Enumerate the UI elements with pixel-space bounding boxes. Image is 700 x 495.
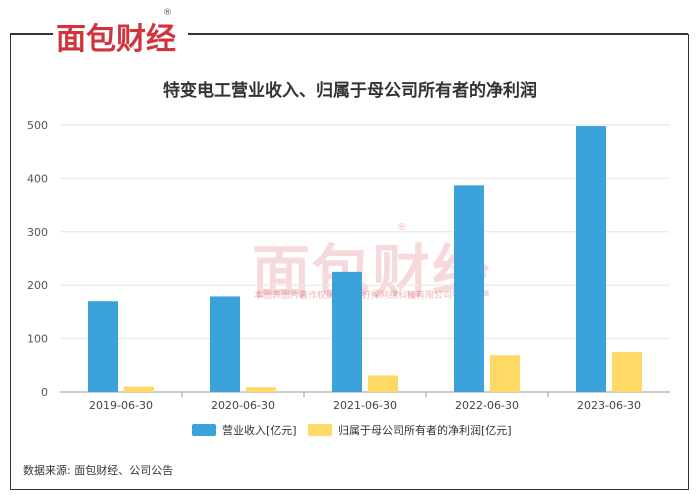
x-tick-label: 2021-06-30 [333,399,397,412]
y-tick-label: 200 [27,279,48,292]
brand-logo: 面包财经 [56,22,176,57]
y-tick-label: 500 [27,119,48,132]
y-tick-label: 300 [27,226,48,239]
revenue-bar [332,271,362,392]
frame-top-line-right [188,33,688,35]
legend-label: 归属于母公司所有者的净利润[亿元] [338,423,512,437]
y-tick-label: 0 [41,386,48,399]
net-profit-bar [612,351,642,392]
y-tick-label: 100 [27,333,48,346]
watermark-registered: ® [397,222,407,233]
x-tick-label: 2019-06-30 [89,399,153,412]
data-source: 数据来源: 面包财经、公司公告 [23,464,174,477]
registered-mark: ® [163,8,172,18]
net-profit-bar [368,375,398,392]
x-tick-label: 2022-06-30 [455,399,519,412]
y-tick-label: 400 [27,172,48,185]
chart-frame [10,34,689,490]
x-tick-label: 2020-06-30 [211,399,275,412]
revenue-bar [454,185,484,392]
net-profit-bar [490,355,520,392]
watermark-logo: 面包财经 [252,238,493,306]
revenue-bar [576,126,606,393]
legend-swatch [308,424,332,436]
net-profit-bar [246,387,276,392]
revenue-bar [210,296,240,392]
net-profit-bar [124,386,154,392]
legend-swatch [192,424,216,436]
revenue-bar [88,301,118,392]
x-tick-label: 2023-06-30 [577,399,641,412]
frame-top-line-left [10,33,53,35]
legend-label: 营业收入[亿元] [222,423,297,437]
chart-title: 特变电工营业收入、归属于母公司所有者的净利润 [163,81,537,101]
